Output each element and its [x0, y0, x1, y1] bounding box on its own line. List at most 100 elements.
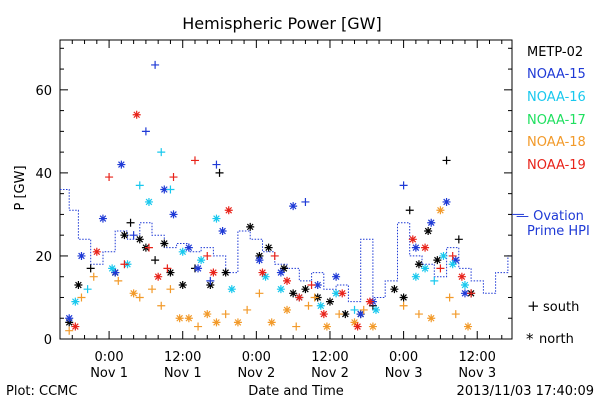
- data-point-noaa-19-north: [408, 235, 417, 244]
- data-point-noaa-19-south: [163, 264, 172, 273]
- data-point-noaa-18-south: [166, 285, 175, 294]
- data-point-noaa-15-south: [212, 160, 221, 169]
- data-point-noaa-15-north: [411, 243, 420, 252]
- data-point-metp-02-north: [120, 231, 129, 240]
- data-point-noaa-16-north: [144, 197, 153, 206]
- data-point-noaa-15-north: [65, 314, 74, 323]
- x-tick-label-time: 0:00: [242, 350, 271, 365]
- data-point-noaa-19-north: [338, 289, 347, 298]
- data-point-noaa-16-north: [316, 301, 325, 310]
- data-point-noaa-15-north: [451, 256, 460, 265]
- data-point-metp-02-north: [279, 264, 288, 273]
- data-point-metp-02-north: [433, 256, 442, 265]
- legend-entry-noaa-16: NOAA-16: [527, 90, 586, 105]
- data-point-noaa-15-south: [141, 127, 150, 136]
- data-point-noaa-19-south: [190, 156, 199, 165]
- data-point-metp-02-south: [215, 168, 224, 177]
- data-point-noaa-18-north: [464, 322, 473, 331]
- data-point-noaa-18-south: [114, 276, 123, 285]
- marker-key-south-label: south: [543, 300, 579, 315]
- data-point-noaa-16-south: [83, 285, 92, 294]
- data-point-noaa-16-north: [227, 285, 236, 294]
- legend-entry-noaa-19: NOAA-19: [527, 158, 586, 173]
- data-point-noaa-19-south: [105, 173, 114, 182]
- plot-timestamp: 2013/11/03 17:40:09: [457, 384, 594, 399]
- plot-frame: [59, 39, 513, 340]
- data-point-noaa-15-north: [194, 264, 203, 273]
- data-point-noaa-19-south: [144, 243, 153, 252]
- data-point-metp-02-north: [221, 268, 230, 277]
- data-point-noaa-18-north: [322, 322, 331, 331]
- data-point-noaa-18-south: [292, 322, 301, 331]
- data-point-noaa-19-south: [169, 173, 178, 182]
- x-tick-label-date: Nov 3: [385, 366, 423, 381]
- data-point-noaa-19-south: [467, 289, 476, 298]
- ovation-legend-line2: Prime HPI: [527, 224, 590, 239]
- data-point-noaa-15-north: [77, 251, 86, 260]
- data-point-noaa-16-north: [261, 272, 270, 281]
- data-point-noaa-15-south: [151, 60, 160, 69]
- ovation-legend-line1: — Ovation: [516, 209, 584, 224]
- data-point-metp-02-north: [325, 297, 334, 306]
- data-point-noaa-15-north: [460, 289, 469, 298]
- data-point-noaa-19-north: [92, 247, 101, 256]
- data-point-noaa-15-north: [218, 227, 227, 236]
- legend-entry-noaa-15: NOAA-15: [527, 67, 586, 82]
- data-point-noaa-18-south: [243, 305, 252, 314]
- ovation-hpi-line: [60, 189, 512, 303]
- data-point-noaa-18-north: [184, 314, 193, 323]
- data-point-metp-02-south: [126, 218, 135, 227]
- data-point-metp-02-south: [151, 256, 160, 265]
- data-point-metp-02-north: [341, 310, 350, 319]
- data-point-noaa-19-south: [307, 281, 316, 290]
- data-point-noaa-16-north: [448, 260, 457, 269]
- data-point-noaa-19-north: [283, 276, 292, 285]
- chart-title: Hemispheric Power [GW]: [182, 14, 381, 33]
- data-point-noaa-18-south: [221, 310, 230, 319]
- data-point-noaa-18-south: [304, 301, 313, 310]
- marks-layer: [65, 60, 476, 335]
- data-point-noaa-15-north: [289, 202, 298, 211]
- data-point-noaa-18-south: [335, 310, 344, 319]
- data-point-noaa-15-south: [301, 197, 310, 206]
- data-point-noaa-15-north: [184, 243, 193, 252]
- data-point-metp-02-north: [160, 239, 169, 248]
- data-point-noaa-16-south: [157, 148, 166, 157]
- data-point-noaa-15-north: [98, 214, 107, 223]
- data-point-noaa-15-north: [332, 272, 341, 281]
- data-point-noaa-18-north: [350, 318, 359, 327]
- data-point-noaa-19-south: [203, 251, 212, 260]
- x-axis-label: Date and Time: [248, 384, 344, 399]
- data-point-noaa-15-south: [206, 276, 215, 285]
- data-point-metp-02-south: [405, 206, 414, 215]
- marker-key-north-label: north: [539, 332, 574, 347]
- data-point-metp-02-north: [178, 281, 187, 290]
- data-point-noaa-18-south: [194, 322, 203, 331]
- marker-key-north-symbol: *: [526, 330, 534, 348]
- data-point-noaa-15-north: [160, 185, 169, 194]
- data-point-noaa-18-south: [414, 310, 423, 319]
- data-point-noaa-16-north: [460, 281, 469, 290]
- data-point-noaa-16-north: [411, 272, 420, 281]
- data-point-noaa-16-north: [71, 297, 80, 306]
- data-point-noaa-18-south: [148, 285, 157, 294]
- x-tick-label-date: Nov 2: [237, 366, 275, 381]
- data-point-noaa-18-north: [427, 314, 436, 323]
- data-point-noaa-16-south: [430, 276, 439, 285]
- data-point-noaa-16-north: [276, 285, 285, 294]
- data-point-noaa-16-south: [135, 181, 144, 190]
- data-point-noaa-18-south: [451, 310, 460, 319]
- data-point-metp-02-north: [414, 260, 423, 269]
- x-tick-label-time: 12:00: [164, 350, 201, 365]
- data-point-noaa-15-north: [169, 210, 178, 219]
- data-point-metp-02-south: [454, 235, 463, 244]
- data-point-noaa-19-north: [209, 268, 218, 277]
- data-point-noaa-15-north: [313, 281, 322, 290]
- data-point-noaa-18-north: [436, 206, 445, 215]
- data-point-noaa-18-north: [283, 305, 292, 314]
- data-point-noaa-15-north: [276, 268, 285, 277]
- x-tick-label-time: 0:00: [94, 350, 123, 365]
